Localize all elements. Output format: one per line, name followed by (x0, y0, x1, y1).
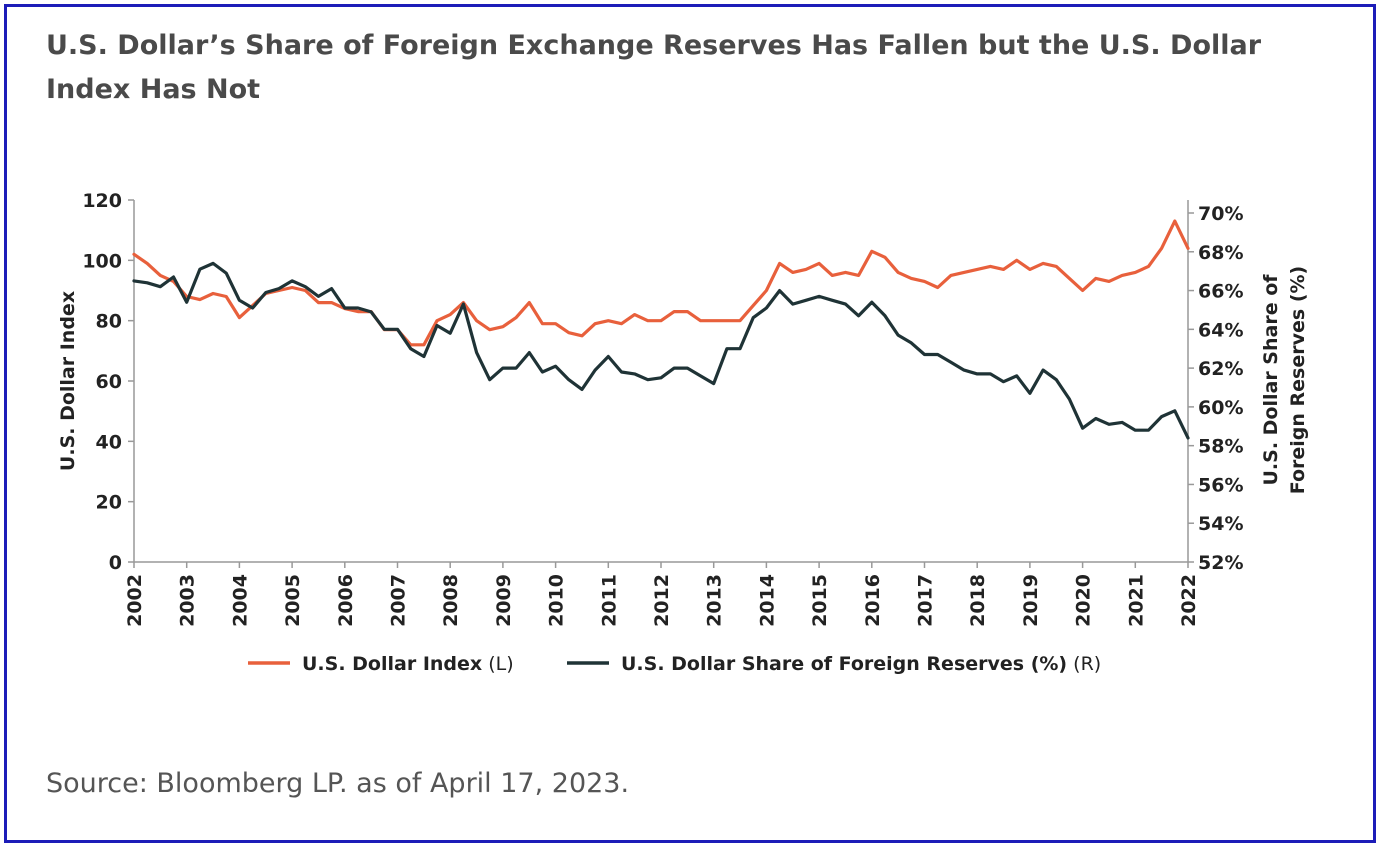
x-tick-label: 2005 (282, 574, 304, 627)
x-tick-label: 2019 (1020, 574, 1042, 627)
x-tick-label: 2007 (388, 574, 410, 627)
right-tick-label: 62% (1198, 358, 1243, 380)
left-tick-label: 60 (96, 371, 122, 393)
right-tick-label: 52% (1198, 552, 1243, 574)
left-tick-label: 0 (109, 552, 122, 574)
legend-label-dollar-index: U.S. Dollar Index (L) (302, 653, 514, 675)
chart-frame (4, 4, 1376, 843)
x-tick-label: 2013 (704, 574, 726, 627)
x-tick-label: 2022 (1178, 574, 1200, 627)
right-tick-label: 68% (1198, 242, 1243, 264)
x-tick-label: 2018 (967, 574, 989, 627)
x-tick-label: 2006 (335, 574, 357, 627)
right-tick-label: 54% (1198, 513, 1243, 535)
x-tick-label: 2009 (493, 574, 515, 627)
x-tick-label: 2008 (440, 574, 462, 627)
left-tick-label: 80 (96, 311, 122, 333)
right-tick-label: 56% (1198, 474, 1243, 496)
right-tick-label: 64% (1198, 319, 1243, 341)
axes-group: 0 20 40 60 80 100 120 52% 54% 56% 58% 60% 62% 64% 66% 6… (57, 190, 1309, 627)
x-tick-label: 2014 (756, 574, 778, 627)
x-tick-label: 2010 (546, 574, 568, 627)
right-axis-title-line: Foreign Reserves (%) (1287, 266, 1309, 494)
left-tick-label: 120 (82, 190, 122, 212)
series-line-reserve-share (132, 261, 1190, 440)
series-group (132, 219, 1190, 440)
series-line-dollar-index (132, 219, 1190, 347)
x-tick-label: 2011 (598, 574, 620, 627)
x-tick-label: 2004 (229, 574, 251, 627)
right-tick-label: 58% (1198, 436, 1243, 458)
x-tick-label: 2002 (124, 574, 146, 627)
left-tick-label: 20 (96, 492, 122, 514)
x-tick-label: 2012 (651, 574, 673, 627)
right-tick-label: 60% (1198, 397, 1243, 419)
x-tick-label: 2003 (177, 574, 199, 627)
right-axis-title-line: U.S. Dollar Share of (1260, 274, 1282, 486)
right-tick-label: 66% (1198, 281, 1243, 303)
legend: U.S. Dollar Index (L) U.S. Dollar Share o… (248, 653, 1101, 675)
chart-title: U.S. Dollar’s Share of Foreign Exchange … (46, 30, 1262, 105)
left-tick-label: 40 (96, 431, 122, 453)
source-note: Source: Bloomberg LP. as of April 17, 20… (46, 768, 630, 799)
right-tick-label: 70% (1198, 203, 1243, 225)
left-tick-label: 100 (82, 250, 122, 272)
left-axis-title: U.S. Dollar Index (57, 291, 79, 471)
x-tick-label: 2016 (862, 574, 884, 627)
x-tick-label: 2017 (915, 574, 937, 627)
x-tick-label: 2015 (809, 574, 831, 627)
x-tick-label: 2021 (1125, 574, 1147, 627)
legend-label-reserve-share: U.S. Dollar Share of Foreign Reserves (%… (621, 653, 1101, 675)
x-tick-label: 2020 (1073, 574, 1095, 627)
